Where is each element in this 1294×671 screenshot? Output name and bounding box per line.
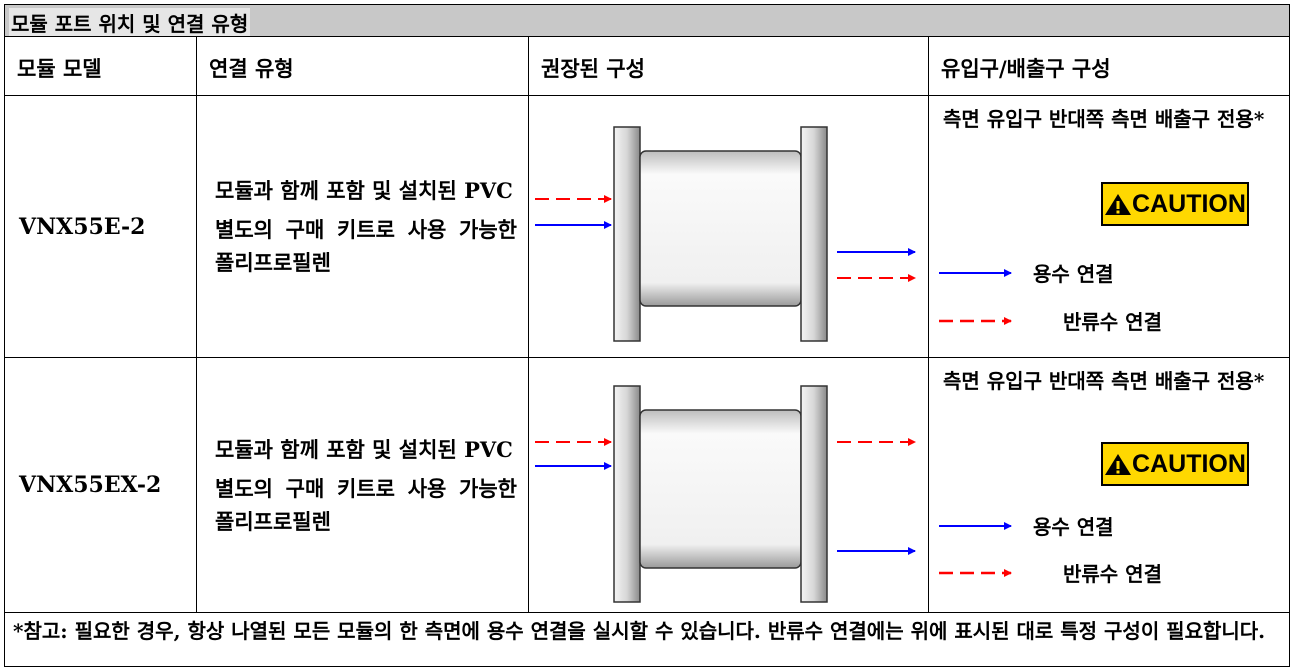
header-cell: 연결 유형 [196,36,529,96]
diagram-cell [528,95,929,358]
legend-text: 반류수 연결 [1063,310,1162,334]
caution-sign: CAUTION [1101,442,1249,486]
header: 모듈 모델 [17,56,102,81]
footnote-cell: *참고: 필요한 경우, 항상 나열된 모든 모듈의 한 측면에 용수 연결을 … [4,612,1290,667]
caution-text: CAUTION [1132,189,1246,218]
module-diagram [535,385,916,603]
connection-text: 모듈과 함께 포함 및 설치된 PVC [215,436,513,462]
title-row: 모듈 포트 위치 및 연결 유형 [4,4,1290,37]
caution-text: CAUTION [1132,449,1246,478]
module-diagram [535,126,916,342]
footnote: *참고: 필요한 경우, 항상 나열된 모든 모듈의 한 측면에 용수 연결을 … [13,619,1266,643]
legend-text: 용수 연결 [1033,262,1114,286]
legend-item: 반류수 연결 [939,306,1162,335]
legend-item: 용수 연결 [939,511,1114,540]
caution-icon [1105,194,1132,215]
header: 연결 유형 [209,56,294,81]
connection-text: 별도의 구매 키트로 사용 가능한 폴리프로필렌 [215,217,517,275]
model-cell: VNX55EX-2 [4,357,197,613]
legend-text: 반류수 연결 [1063,562,1162,586]
header-cell: 모듈 모델 [4,36,197,96]
legend-arrow [939,521,1012,530]
legend-arrow [939,316,1012,325]
legend-text: 용수 연결 [1033,515,1114,539]
header-cell: 유입구/배출구 구성 [928,36,1290,96]
diagram-cell [528,357,929,613]
legend-item: 용수 연결 [939,258,1114,287]
connection-text: 모듈과 함께 포함 및 설치된 PVC [215,178,513,203]
connection-text: 별도의 구매 키트로 사용 가능한 폴리프로필렌 [215,475,517,534]
inlet-outlet-cell: 측면 유입구 반대쪽 측면 배출구 전용* CAUTION 용수 연결 반류수 … [928,357,1290,613]
model: VNX55EX-2 [19,472,162,498]
connection-cell: 모듈과 함께 포함 및 설치된 PVC 별도의 구매 키트로 사용 가능한 폴리… [196,95,529,358]
table-title: 모듈 포트 위치 및 연결 유형 [9,8,251,37]
inlet-outlet-cell: 측면 유입구 반대쪽 측면 배출구 전용* CAUTION 용수 연결 반류수 … [928,95,1290,358]
model-cell: VNX55E-2 [4,95,197,358]
inlet-outlet-text: 측면 유입구 반대쪽 측면 배출구 전용* [943,107,1265,131]
inlet-outlet-text: 측면 유입구 반대쪽 측면 배출구 전용* [943,369,1265,393]
caution-sign: CAUTION [1101,182,1249,226]
legend-arrow [939,268,1012,277]
legend-arrow [939,568,1012,577]
connection-cell: 모듈과 함께 포함 및 설치된 PVC 별도의 구매 키트로 사용 가능한 폴리… [196,357,529,613]
header: 권장된 구성 [541,56,645,81]
caution-icon [1105,454,1132,475]
header: 유입구/배출구 구성 [941,56,1111,81]
legend-item: 반류수 연결 [939,558,1162,587]
header-cell: 권장된 구성 [528,36,929,96]
model: VNX55E-2 [19,213,146,240]
